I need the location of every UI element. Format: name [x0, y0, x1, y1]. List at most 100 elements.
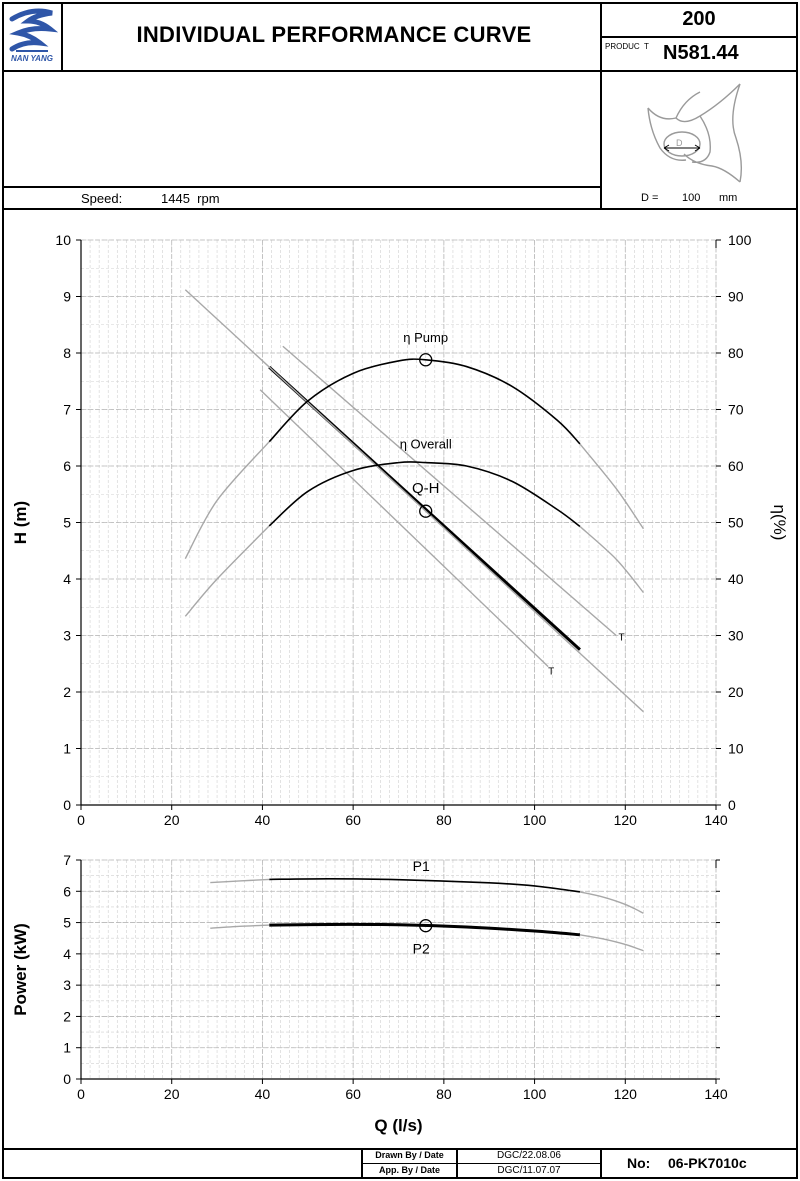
speed-divider: [2, 186, 600, 188]
y2-axis-label: η(%): [770, 505, 789, 541]
series-extension: [210, 924, 270, 929]
x-tick-label: 140: [704, 812, 728, 828]
y2-tick-label: 30: [728, 628, 744, 644]
x-axis-label: Q (l/s): [374, 1116, 422, 1135]
series-extension: [184, 525, 270, 617]
x-tick-label: 20: [164, 812, 180, 828]
y-tick-label: 3: [63, 977, 71, 993]
y-tick-label: 2: [63, 1008, 71, 1024]
y-tick-label: 2: [63, 684, 71, 700]
x-tick-label: 60: [345, 1086, 361, 1102]
logo-emblem-icon: [9, 8, 59, 52]
duty-point: [419, 919, 433, 933]
label-eta-pump: η Pump: [403, 330, 448, 345]
duty-point: [419, 353, 433, 367]
doc-number-label: No:: [627, 1155, 651, 1171]
product-code: N581.44: [663, 42, 739, 64]
y-tick-label: 0: [63, 1071, 71, 1087]
y-tick-label: 6: [63, 883, 71, 899]
y-tick-label: 5: [63, 915, 71, 931]
approved-by-value: DGC/11.07.07: [497, 1165, 561, 1176]
curve-end-label: T: [618, 633, 624, 644]
y-tick-label: 5: [63, 515, 71, 531]
y2-tick-label: 50: [728, 515, 744, 531]
label-eta-overall: η Overall: [400, 437, 452, 452]
series-p2: [269, 922, 581, 937]
model-number: 200: [682, 8, 716, 30]
y-tick-label: 1: [63, 1040, 71, 1056]
y-tick-label: 4: [63, 946, 71, 962]
y-axis-label: Power (kW): [11, 923, 30, 1016]
footer-row-divider: [361, 1163, 600, 1164]
logo-text: NAN YANG: [11, 54, 53, 63]
diameter-value: 100: [682, 192, 701, 204]
doc-number-value: 06-PK7010c: [668, 1155, 747, 1171]
x-tick-label: 0: [77, 1086, 85, 1102]
y-tick-label: 4: [63, 571, 71, 587]
series-pump: [268, 358, 581, 445]
x-tick-label: 120: [614, 812, 638, 828]
label-q-h: Q-H: [412, 480, 440, 497]
x-tick-label: 0: [77, 812, 85, 828]
y-tick-label: 3: [63, 628, 71, 644]
impeller-diagram: D: [640, 78, 750, 188]
footer-divider: [2, 1148, 798, 1150]
drawn-by-label: Drawn By / Date: [375, 1150, 444, 1160]
y-tick-label: 1: [63, 741, 71, 757]
x-tick-label: 80: [436, 812, 452, 828]
y2-tick-label: 10: [728, 741, 744, 757]
x-tick-label: 140: [704, 1086, 728, 1102]
x-tick-label: 60: [345, 812, 361, 828]
page-title: INDIVIDUAL PERFORMANCE CURVE: [136, 22, 532, 47]
y-axis-label: H (m): [11, 501, 30, 544]
series-overall: [268, 461, 581, 528]
x-tick-label: 40: [255, 812, 271, 828]
y-tick-label: 8: [63, 345, 71, 361]
y2-tick-label: 60: [728, 458, 744, 474]
label-p1: P1: [413, 858, 430, 874]
label-p2: P2: [413, 941, 430, 957]
series-extension: [579, 443, 645, 530]
series-extension: [184, 289, 644, 713]
diameter-label: D =: [641, 192, 659, 204]
y2-tick-label: 90: [728, 289, 744, 305]
x-tick-label: 100: [523, 812, 547, 828]
y2-tick-label: 70: [728, 402, 744, 418]
series-extension: [184, 441, 270, 559]
x-tick-label: 40: [255, 1086, 271, 1102]
speed-value: 1445 rpm: [161, 191, 220, 206]
curve-end-label: T: [548, 667, 554, 678]
x-tick-label: 20: [164, 1086, 180, 1102]
y-tick-label: 10: [55, 232, 71, 248]
duty-point: [419, 504, 433, 518]
company-logo: NAN YANG: [6, 5, 59, 67]
y-tick-label: 7: [63, 402, 71, 418]
x-tick-label: 80: [436, 1086, 452, 1102]
head-efficiency-chart: 0 20 40 60 80 100 120 1400123456789100102030405…: [11, 232, 789, 828]
x-tick-label: 120: [614, 1086, 638, 1102]
series-extension: [579, 525, 644, 594]
series-p1: [269, 877, 581, 893]
impeller-icon: D: [647, 83, 743, 183]
y-tick-label: 0: [63, 797, 71, 813]
series-extension: [259, 389, 549, 668]
impeller-glyph: D: [676, 138, 683, 148]
series-extension: [282, 345, 617, 637]
product-divider: [600, 36, 798, 38]
y-tick-label: 7: [63, 852, 71, 868]
series-extension: [579, 934, 644, 952]
speed-label: Speed:: [81, 191, 123, 206]
specs-divider: [2, 208, 798, 210]
y2-tick-label: 0: [728, 797, 736, 813]
x-tick-label: 100: [523, 1086, 547, 1102]
approved-by-label: App. By / Date: [378, 1165, 440, 1175]
diameter-unit: mm: [719, 192, 738, 204]
title-divider: [600, 2, 602, 208]
logo-divider: [61, 2, 63, 70]
y2-tick-label: 80: [728, 345, 744, 361]
y2-tick-label: 40: [728, 571, 744, 587]
series-extension: [579, 891, 644, 914]
y-tick-label: 6: [63, 458, 71, 474]
